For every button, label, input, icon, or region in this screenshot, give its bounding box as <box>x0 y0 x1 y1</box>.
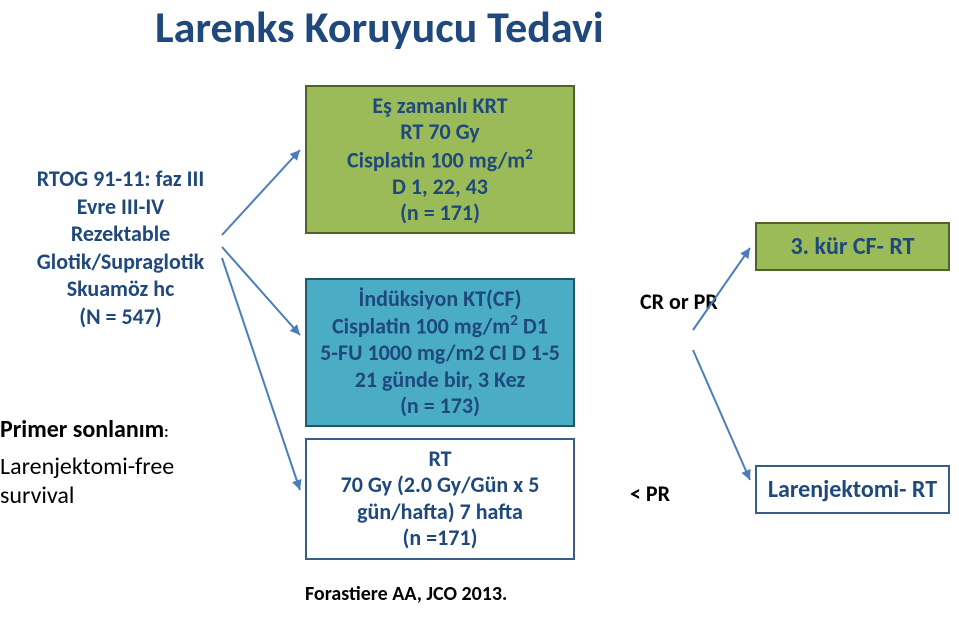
arm2-l5: (n = 173) <box>313 393 567 419</box>
arm2-l2b: 2 <box>510 311 518 330</box>
arrow-to-arm3 <box>222 258 300 490</box>
arm1-l3a: Cisplatin 100 mg/m <box>347 146 525 173</box>
label-cr-pr: CR or PR <box>640 288 718 315</box>
pop-l6: (N = 547) <box>18 303 223 331</box>
arm1-l2: RT 70 Gy <box>313 119 567 145</box>
arm1-l3b: 2 <box>525 145 533 164</box>
arrow-to-arm1 <box>222 150 300 235</box>
arm3-l1: RT <box>313 446 567 472</box>
pop-l3: Rezektable <box>18 220 223 248</box>
slide-title: Larenks Koruyucu Tedavi <box>155 0 604 54</box>
primary-endpoint-block: Primer sonlanım: Larenjektomi-free survi… <box>0 415 230 510</box>
pop-l5: Skuamöz hc <box>18 275 223 303</box>
right-box-larenjektomi-rt: Larenjektomi- RT <box>755 465 950 514</box>
arm3-box: RT 70 Gy (2.0 Gy/Gün x 5 gün/hafta) 7 ha… <box>305 438 575 560</box>
arm2-l1: İndüksiyon KT(CF) <box>313 286 567 312</box>
arm3-l3: (n =171) <box>313 525 567 551</box>
reference-text: Forastiere AA, JCO 2013. <box>305 582 507 606</box>
arm1-l1: Eş zamanlı KRT <box>313 93 567 119</box>
ps-colon: : <box>164 423 168 442</box>
right-box-cf-rt: 3. kür CF- RT <box>755 222 950 271</box>
arm2-l4: 21 günde bir, 3 Kez <box>313 367 567 393</box>
pop-l4: Glotik/Supraglotik <box>18 248 223 276</box>
arrow-to-arm2 <box>222 247 300 335</box>
arm3-l2: 70 Gy (2.0 Gy/Gün x 5 gün/hafta) 7 hafta <box>313 472 567 525</box>
pop-l1: RTOG 91-11: faz III <box>18 165 223 193</box>
ps-t1: Primer sonlanım <box>0 415 164 444</box>
arm1-box: Eş zamanlı KRT RT 70 Gy Cisplatin 100 mg… <box>305 85 575 234</box>
arm1-l5: (n = 171) <box>313 200 567 226</box>
arrow-to-larenjektomi-rt <box>693 350 750 480</box>
label-lt-pr: < PR <box>630 480 670 507</box>
arm2-l2c: D1 <box>518 313 548 340</box>
arm2-box: İndüksiyon KT(CF) Cisplatin 100 mg/m2 D1… <box>305 278 575 427</box>
arm1-l4: D 1, 22, 43 <box>313 174 567 200</box>
arm1-l3: Cisplatin 100 mg/m2 <box>313 146 567 174</box>
arm2-l2: Cisplatin 100 mg/m2 D1 <box>313 312 567 340</box>
pop-l2: Evre III-IV <box>18 193 223 221</box>
arm2-l2a: Cisplatin 100 mg/m <box>332 313 510 340</box>
population-block: RTOG 91-11: faz III Evre III-IV Rezektab… <box>18 165 223 330</box>
primary-endpoint-value: Larenjektomi-free survival <box>0 452 230 510</box>
primary-endpoint-title: Primer sonlanım: <box>0 415 230 444</box>
arm2-l3: 5-FU 1000 mg/m2 CI D 1-5 <box>313 340 567 366</box>
